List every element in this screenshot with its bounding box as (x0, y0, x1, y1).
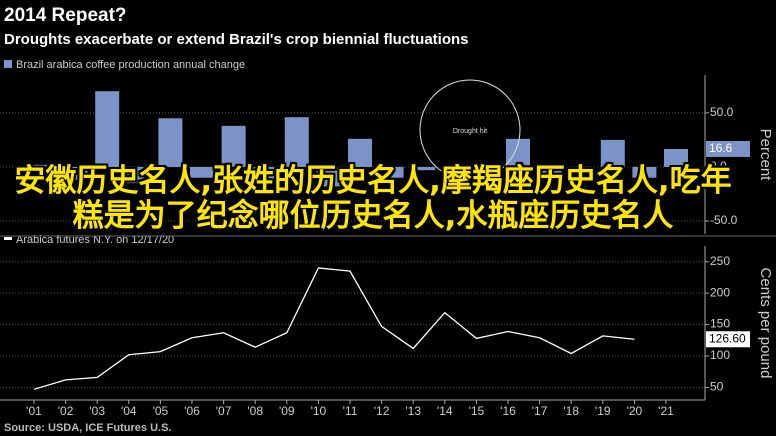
last-value-box (706, 140, 750, 157)
chart-subtitle: Droughts exacerbate or extend Brazil's c… (4, 31, 469, 48)
y-tick-label: 0.0 (710, 159, 727, 173)
x-tick-label: '09 (279, 404, 295, 418)
bar (190, 166, 214, 178)
x-tick-label: '03 (89, 404, 105, 418)
x-tick-label: '10 (311, 404, 327, 418)
x-tick-label: '17 (532, 404, 548, 418)
x-tick-label: '08 (247, 404, 263, 418)
x-tick-label: '15 (469, 404, 485, 418)
y-tick-label: 200 (710, 285, 730, 299)
y-tick-label: 50 (710, 380, 724, 394)
bar (664, 148, 688, 167)
bar (348, 138, 372, 167)
bar (221, 125, 246, 167)
x-tick-label: '21 (658, 404, 674, 418)
x-tick-label: '13 (405, 404, 421, 418)
bar (32, 164, 56, 167)
x-tick-label: '18 (563, 404, 579, 418)
bar (253, 166, 278, 180)
x-tick-label: '12 (374, 404, 390, 418)
bar (474, 166, 499, 173)
chart-title: 2014 Repeat? (4, 5, 127, 26)
bar (63, 166, 88, 180)
x-tick-label: '06 (184, 404, 200, 418)
last-value-label: 16.6 (709, 141, 733, 155)
bar (411, 166, 436, 171)
legend-label: Brazil arabica coffee production annual … (16, 59, 245, 71)
annotation-circle (419, 79, 521, 181)
last-value-box (706, 331, 750, 348)
x-tick-label: '19 (595, 404, 611, 418)
y-axis-title: Percent (757, 129, 774, 182)
x-tick-label: '20 (627, 404, 643, 418)
bar (316, 166, 341, 187)
x-tick-label: '07 (216, 404, 232, 418)
legend-label: Arabica futures N.Y. on 12/17/20 (16, 234, 174, 246)
x-tick-label: '14 (437, 404, 453, 418)
y-tick-label: 250 (710, 254, 730, 268)
x-tick-label: '11 (343, 404, 358, 418)
bar (158, 118, 183, 167)
x-tick-label: '05 (153, 404, 169, 418)
bar (537, 166, 562, 180)
x-tick-label: '01 (26, 404, 42, 418)
last-value-label: 126.60 (709, 331, 746, 345)
y-axis-title: Cents per pound (757, 268, 774, 379)
bar (126, 166, 151, 184)
bar (95, 91, 120, 167)
y-tick-label: 50.0 (710, 105, 734, 119)
x-tick-label: '02 (58, 404, 74, 418)
bar (632, 166, 657, 178)
x-tick-label: '16 (500, 404, 516, 418)
y-tick-label: -50.0 (710, 213, 738, 227)
bar (600, 139, 625, 167)
annotation: Drought hit (453, 128, 487, 135)
line (33, 267, 635, 390)
source: Source: USDA, ICE Futures U.S. (4, 422, 171, 434)
y-tick-label: 150 (710, 317, 730, 331)
legend-swatch (4, 237, 12, 240)
bar (379, 166, 404, 178)
legend-swatch (4, 60, 12, 68)
bar (284, 117, 309, 167)
y-tick-label: 100 (710, 348, 730, 362)
x-tick-label: '04 (121, 404, 137, 418)
bar (569, 166, 594, 171)
overlay-text: 安徽历史名人,张姓的历史名人,摩羯座历史名人,吃年糕是为了纪念哪位历史名人,水瓶… (14, 163, 732, 234)
